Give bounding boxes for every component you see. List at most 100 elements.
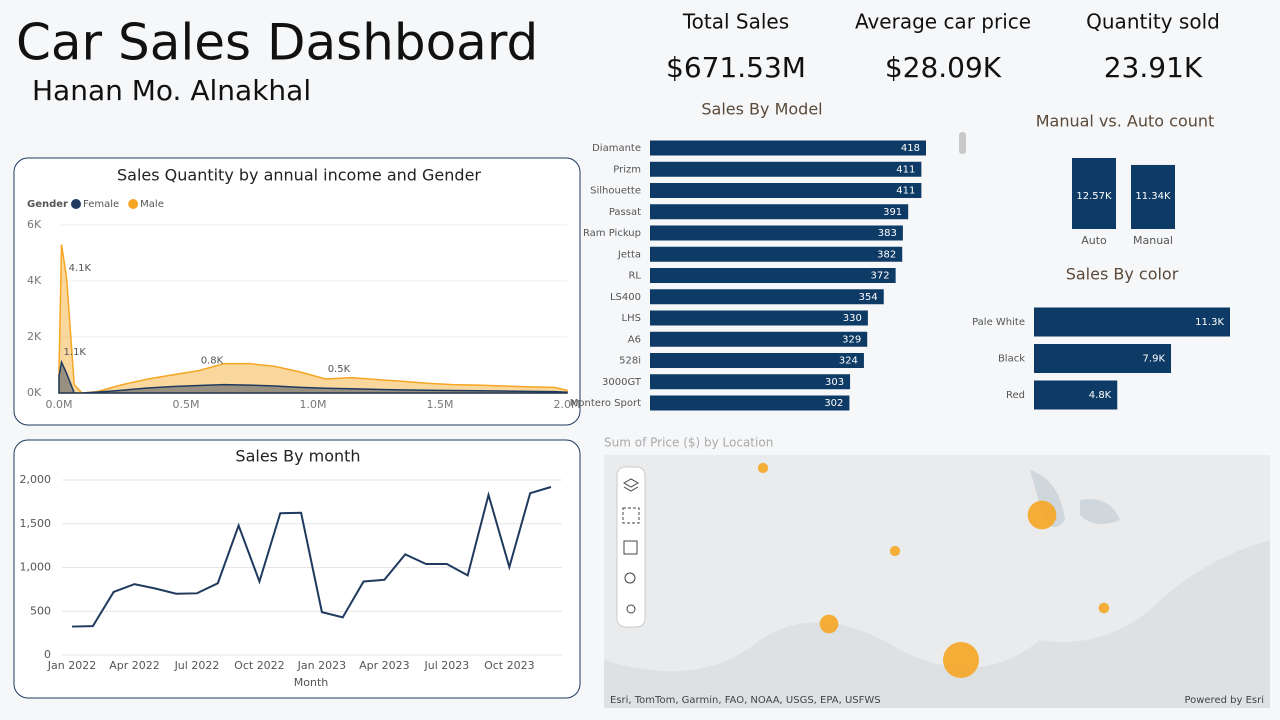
legend-label: Male: [140, 199, 164, 210]
locate-icon[interactable]: [626, 604, 636, 614]
data-label: 330: [843, 313, 862, 324]
kpi-value: $671.53M: [666, 51, 806, 84]
bar: [650, 140, 926, 156]
y-tick-label: 6K: [27, 218, 42, 231]
bar: [1034, 380, 1118, 410]
y-tick-label: 1,500: [20, 517, 52, 530]
dashboard-subtitle: Hanan Mo. Alnakhal: [32, 74, 311, 107]
category-label: Pale White: [972, 317, 1025, 328]
data-label: 383: [878, 228, 897, 239]
search-icon[interactable]: [624, 572, 636, 584]
data-label: 324: [839, 356, 858, 367]
bar: [650, 289, 884, 305]
bar: [650, 353, 864, 368]
data-label: 7.9K: [1143, 354, 1166, 365]
category-label: RL: [628, 271, 641, 282]
category-label: Passat: [609, 207, 641, 218]
area: [58, 359, 568, 394]
kpi-label: Total Sales: [682, 10, 789, 34]
y-tick-label: 2,000: [20, 473, 52, 486]
x-tick-label: Jan 2022: [47, 659, 96, 672]
x-tick-label: Jan 2023: [297, 659, 346, 672]
dashboard-title: Car Sales Dashboard: [16, 14, 538, 72]
bar: [650, 310, 868, 326]
data-label: 391: [883, 207, 902, 218]
data-label: 11.34K: [1135, 191, 1171, 202]
bar: [650, 246, 903, 262]
panel: [13, 439, 581, 699]
bar: [650, 161, 922, 177]
bar: [650, 268, 896, 283]
bubble: [889, 545, 901, 557]
rect-icon[interactable]: [623, 540, 638, 555]
data-label: 418: [901, 143, 920, 154]
layers-icon[interactable]: [622, 478, 640, 492]
legend-marker: [71, 199, 81, 209]
data-label: 4.8K: [1089, 390, 1112, 401]
category-label: Montero Sport: [570, 398, 641, 409]
x-tick-label: Oct 2022: [234, 659, 285, 672]
chart-title: Manual vs. Auto count: [1036, 112, 1215, 131]
x-tick-label: Jul 2022: [174, 659, 220, 672]
bar: [650, 225, 903, 241]
scrollbar[interactable]: [959, 132, 966, 154]
category-label: A6: [628, 334, 641, 345]
bar: [1034, 344, 1172, 373]
category-label: LS400: [610, 292, 641, 303]
bar: [1034, 307, 1230, 337]
chart-title: Sales By color: [1066, 265, 1179, 284]
data-label: 303: [825, 377, 844, 388]
y-tick-label: 2K: [27, 330, 42, 343]
category-label: Manual: [1133, 234, 1173, 247]
data-label: 11.3K: [1195, 317, 1224, 328]
bar: [650, 331, 868, 347]
category-label: Ram Pickup: [583, 228, 641, 239]
category-label: Jetta: [617, 249, 641, 260]
category-label: Silhouette: [590, 186, 641, 197]
toolbar: [616, 466, 646, 628]
kpi-label: Average car price: [855, 10, 1031, 34]
bar: [650, 204, 909, 220]
kpi-value: 23.91K: [1104, 51, 1203, 84]
bar: [1072, 158, 1116, 229]
y-tick-label: 4K: [27, 274, 42, 287]
x-tick-label: Apr 2023: [359, 659, 410, 672]
y-tick-label: 0: [44, 648, 51, 661]
bubble: [819, 614, 839, 634]
map-credit: Powered by Esri: [1184, 695, 1264, 706]
category-label: Diamante: [592, 143, 641, 154]
x-tick-label: 0.5M: [173, 398, 200, 411]
data-label: 4.1K: [69, 263, 92, 274]
map-attribution: Esri, TomTom, Garmin, FAO, NOAA, USGS, E…: [610, 695, 881, 706]
x-axis-label: Month: [294, 676, 329, 689]
y-tick-label: 1,000: [20, 561, 52, 574]
data-label: 12.57K: [1076, 191, 1112, 202]
bubble: [943, 642, 979, 678]
chart-title: Sales By month: [235, 447, 360, 466]
data-label: 411: [896, 164, 915, 175]
category-label: Prizm: [613, 164, 641, 175]
chart-title: Sum of Price ($) by Location: [604, 436, 773, 450]
kpi-label: Quantity sold: [1086, 10, 1220, 34]
bubble: [1027, 500, 1057, 530]
category-label: Red: [1006, 390, 1025, 401]
bar: [1131, 164, 1175, 229]
data-label: 0.5K: [328, 364, 351, 375]
bar: [650, 374, 851, 390]
legend-label: Female: [83, 199, 119, 210]
data-label: 1.1K: [64, 347, 87, 358]
bar: [650, 183, 922, 198]
category-label: Auto: [1081, 234, 1107, 247]
category-label: Black: [998, 354, 1025, 365]
select-icon[interactable]: [622, 507, 640, 524]
x-tick-label: Oct 2023: [484, 659, 535, 672]
bubble: [757, 462, 769, 474]
data-label: 382: [877, 249, 896, 260]
legend-title: Gender: [27, 199, 68, 210]
data-label: 329: [842, 334, 861, 345]
category-label: 528i: [619, 356, 641, 367]
chart-title: Sales Quantity by annual income and Gend…: [117, 166, 481, 185]
x-tick-label: 2.0M: [554, 398, 581, 411]
